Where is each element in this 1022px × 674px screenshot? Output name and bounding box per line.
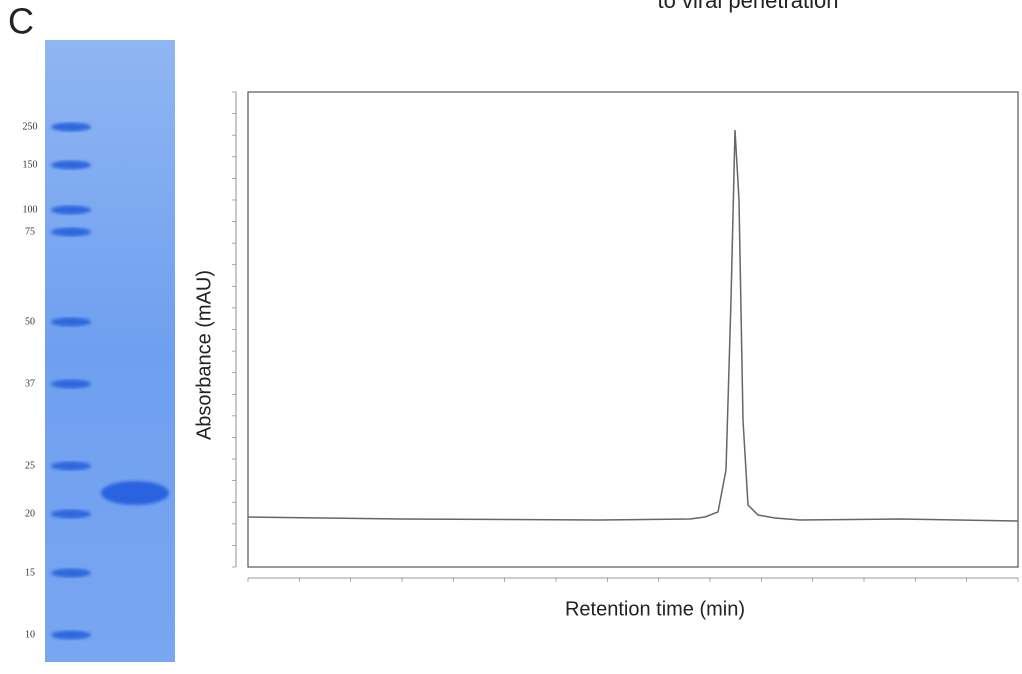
gel: 250 150 100 75 50 37 25 20 15 10 [23,40,175,662]
panel-label: C [8,1,34,42]
ladder-band [51,509,91,519]
ladder-band [51,461,91,471]
ladder-label: 10 [25,629,35,640]
ladder-band [51,160,91,170]
ladder-label: 25 [25,460,35,471]
ladder-label: 150 [23,159,38,170]
axis-ticks [232,91,1019,582]
ladder-band [51,630,91,640]
ladder-label: 100 [23,204,38,215]
ladder-label: 20 [25,508,35,519]
figure-title: to viral penetration [658,0,839,13]
sample-band [101,481,169,505]
ladder-label: 37 [25,378,35,389]
ladder-label: 250 [23,121,38,132]
ladder-band [51,122,91,132]
ladder-band [51,205,91,215]
ladder-label: 50 [25,316,35,327]
plot-frame [247,91,1019,568]
chromatogram-trace [247,129,1019,522]
ladder-band [51,317,91,327]
ladder-band [51,568,91,578]
gel-image [45,40,175,662]
chromatogram: Absorbance (mAU) Retention time (min) [193,91,1019,620]
ladder-label: 15 [25,567,35,578]
y-axis-label: Absorbance (mAU) [193,270,215,440]
ladder-band [51,379,91,389]
x-axis-label: Retention time (min) [565,598,745,620]
ladder-label: 75 [25,226,35,237]
ladder-band [51,227,91,237]
